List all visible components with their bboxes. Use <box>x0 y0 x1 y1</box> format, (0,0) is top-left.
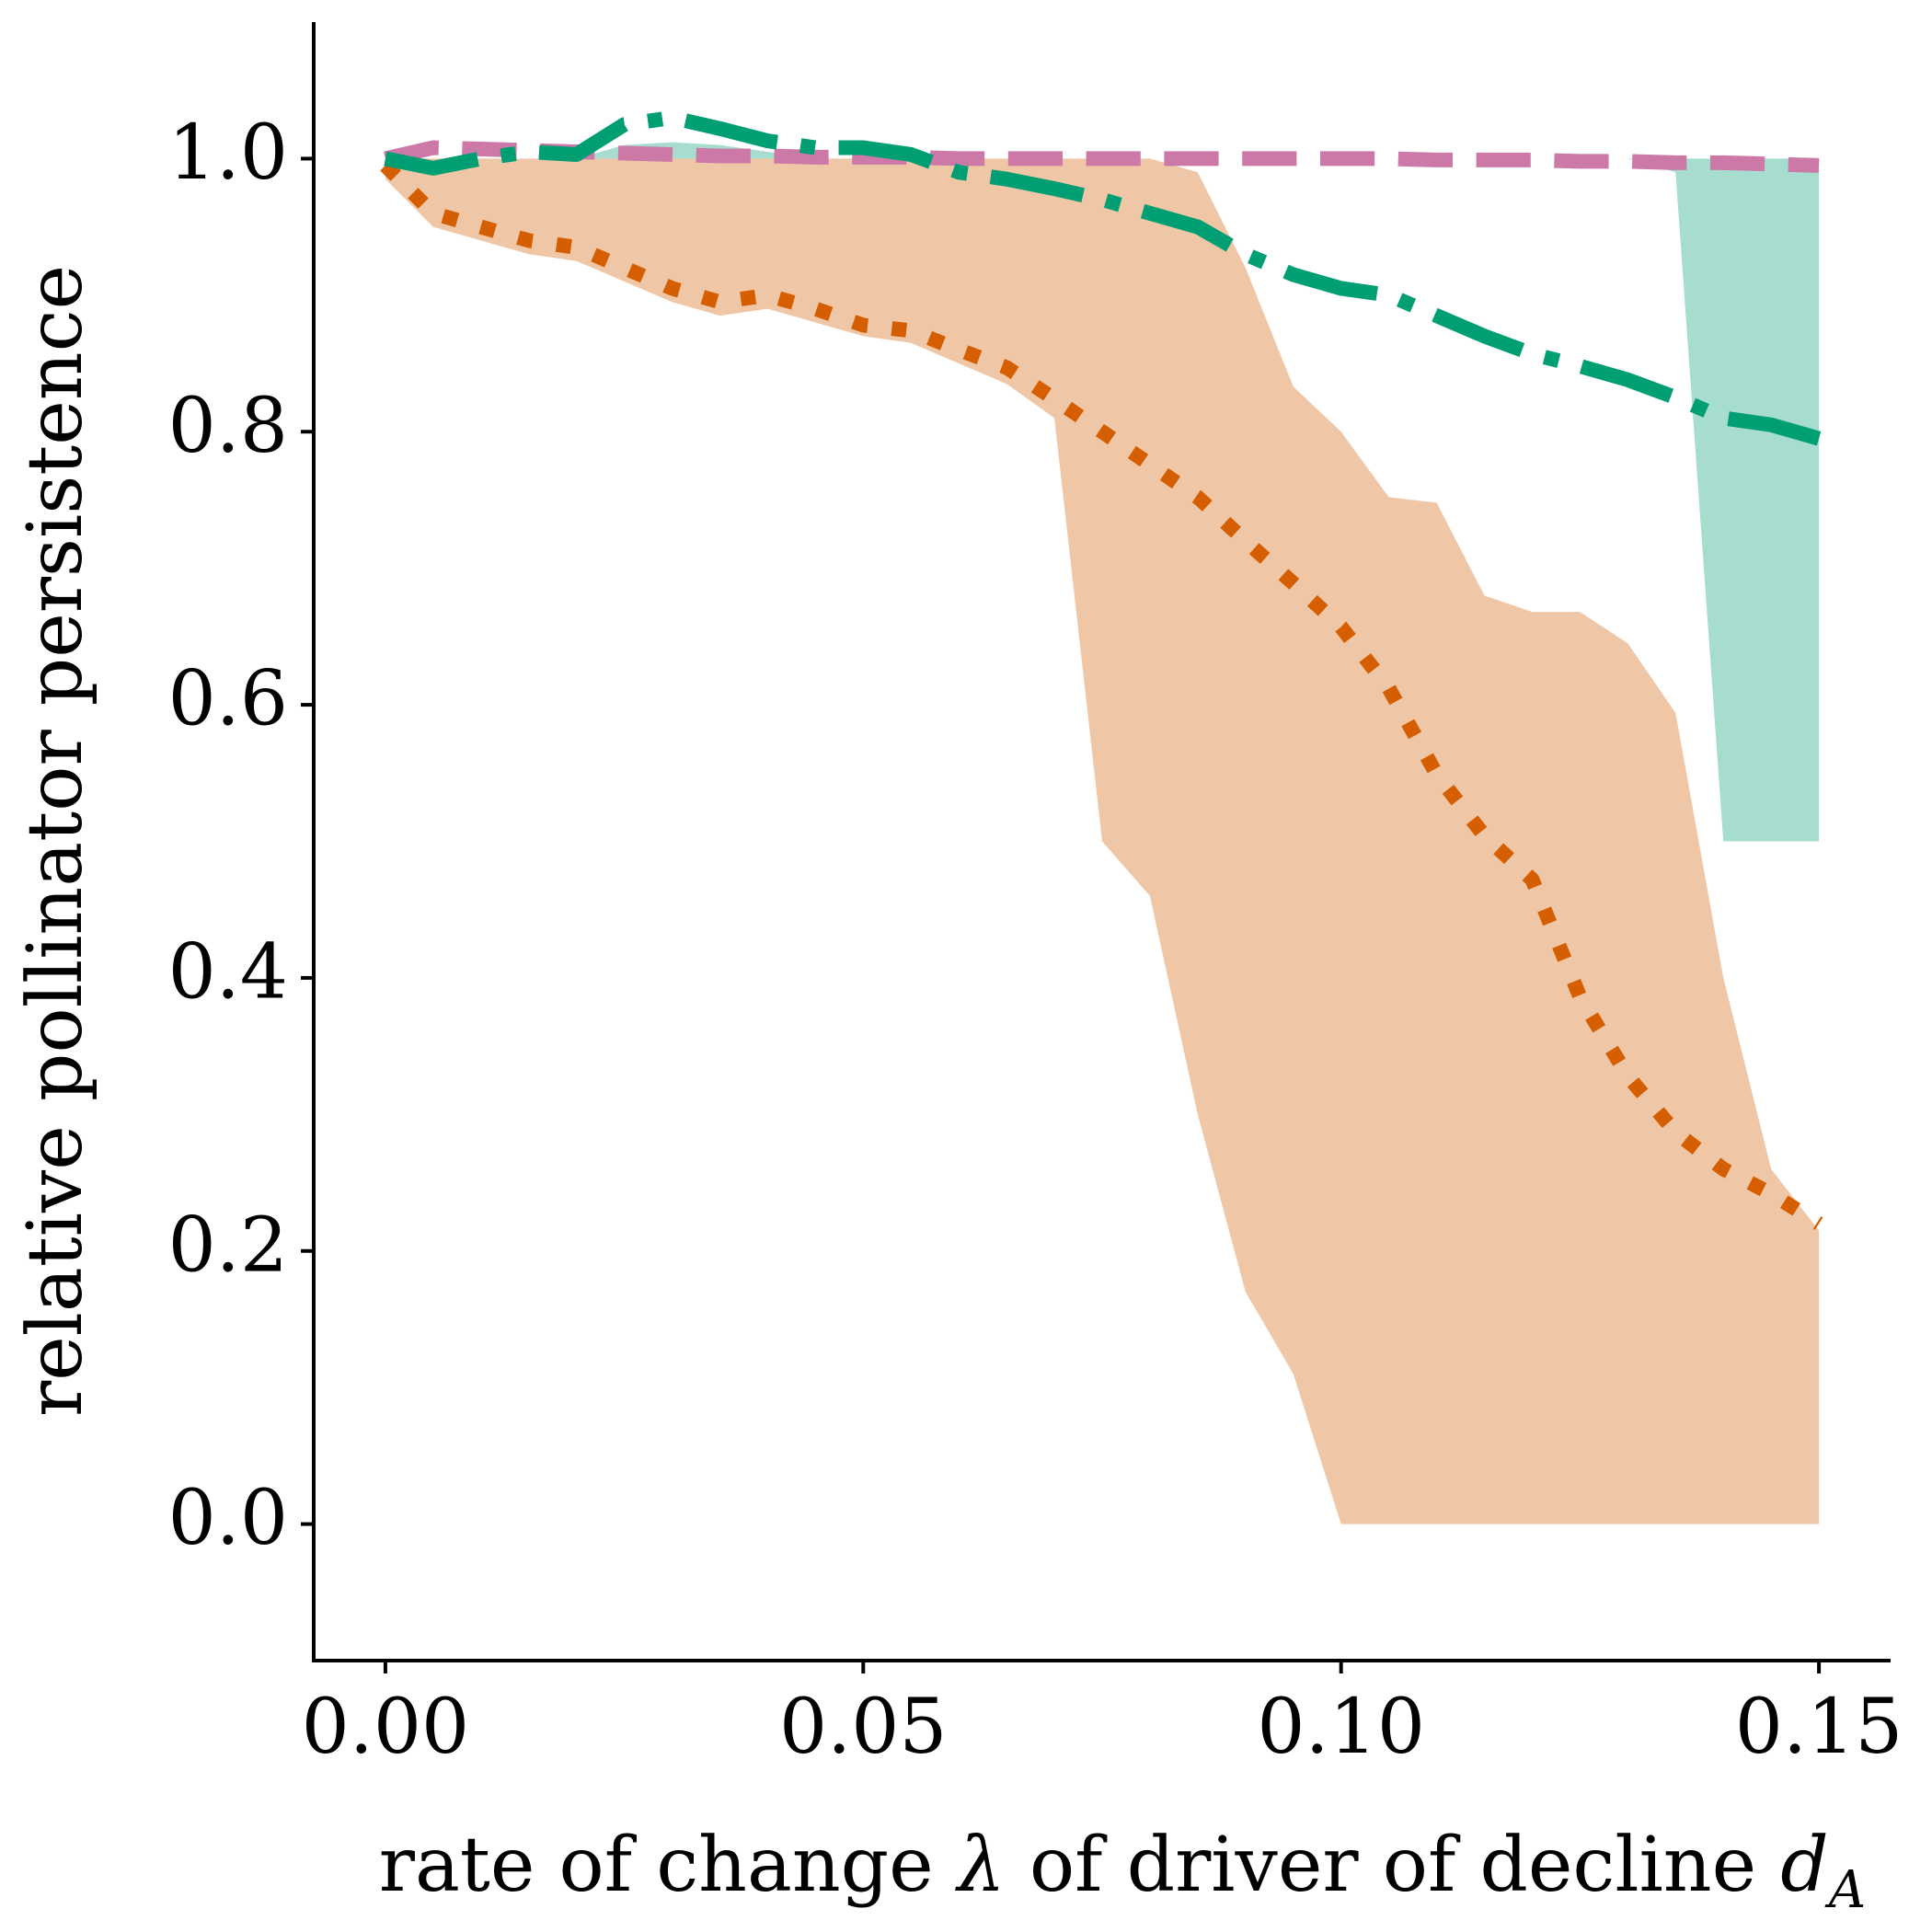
x-label-symbol: λ <box>955 1822 1006 1909</box>
x-tick-label: 0.10 <box>1257 1684 1425 1771</box>
y-tick-label: 1.0 <box>168 109 288 197</box>
y-tick-label: 0.4 <box>168 928 288 1016</box>
series-line <box>380 160 1823 1230</box>
series-line <box>384 140 1820 173</box>
x-tick-label: 0.05 <box>779 1684 948 1771</box>
x-label-sub: A <box>1824 1860 1866 1920</box>
y-tick-label: 0.6 <box>168 656 288 743</box>
series-line <box>384 109 1822 446</box>
x-tick-label: 0.15 <box>1735 1684 1903 1771</box>
x-axis-label: rate of change λ of driver of decline dA <box>379 1822 1866 1920</box>
x-label-var: d <box>1780 1822 1829 1909</box>
x-label-text: rate of change <box>379 1822 934 1909</box>
y-tick-label: 0.8 <box>168 383 288 470</box>
x-label-text: of driver of decline <box>1029 1822 1756 1909</box>
y-tick-label: 0.2 <box>168 1202 288 1289</box>
x-tick-label: 0.00 <box>302 1684 470 1771</box>
y-tick-label: 0.0 <box>168 1475 288 1562</box>
y-axis-label: relative pollinator persistence <box>12 265 99 1417</box>
confidence-band <box>385 158 1820 1524</box>
